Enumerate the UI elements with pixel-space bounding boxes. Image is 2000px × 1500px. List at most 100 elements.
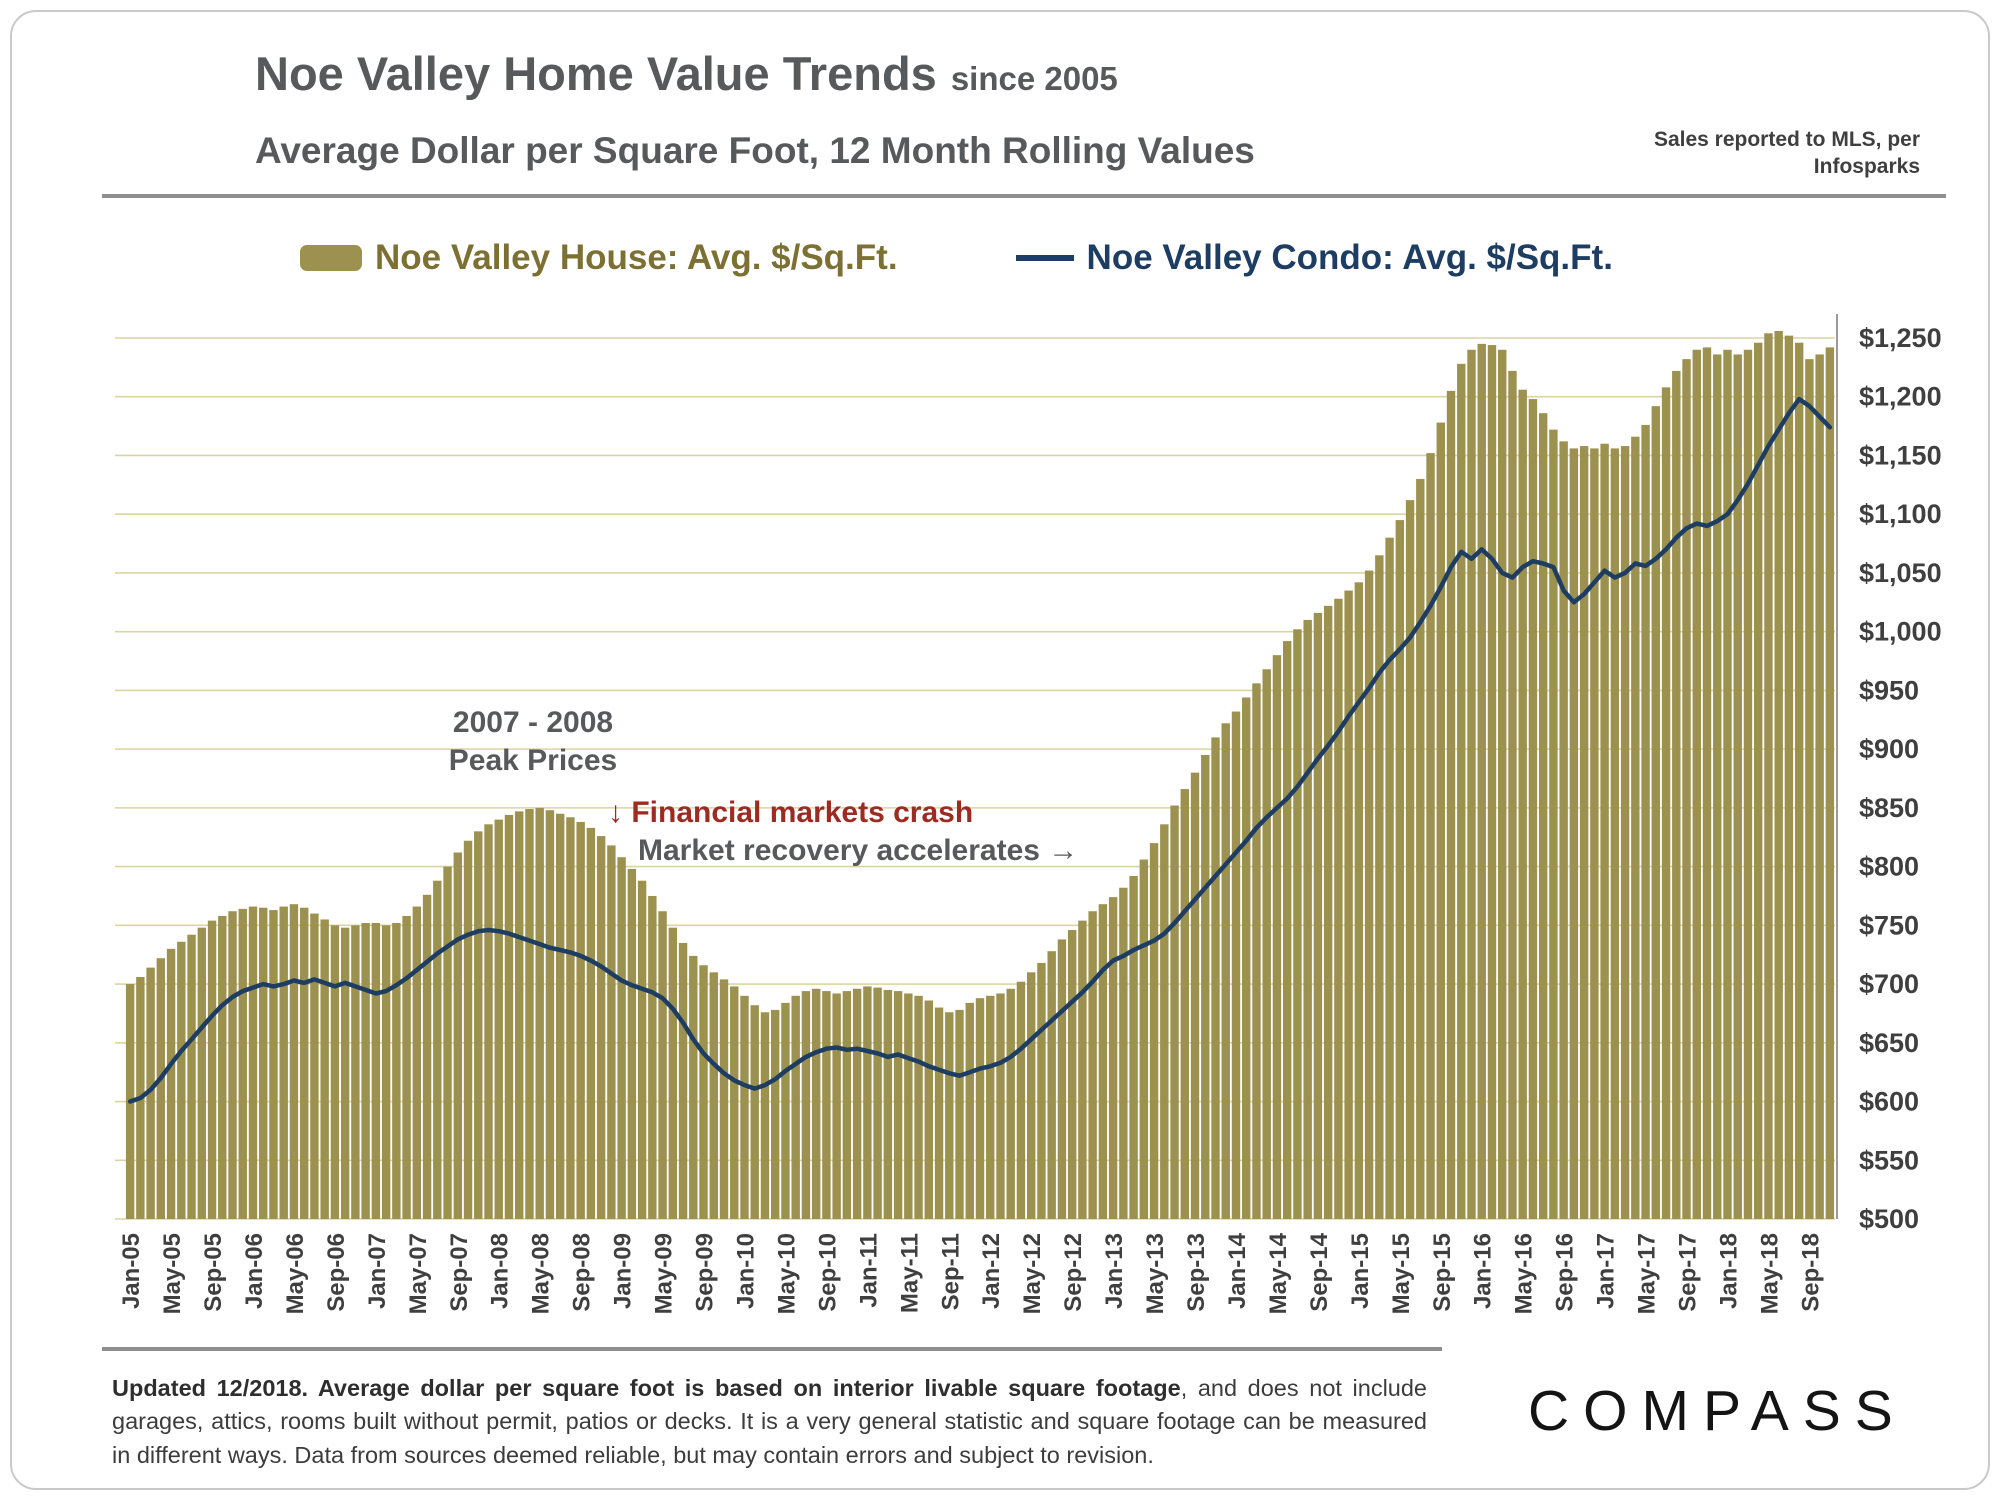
house-bar	[1457, 363, 1466, 1220]
y-axis-label: $1,150	[1859, 440, 1942, 470]
house-bar	[637, 880, 647, 1219]
chart-legend: Noe Valley House: Avg. $/Sq.Ft. Noe Vall…	[300, 238, 1613, 278]
house-bar	[1774, 330, 1783, 1219]
house-bar	[1190, 772, 1200, 1219]
house-bar	[1088, 911, 1097, 1219]
annotation-markets-crash: ↓ Financial markets crash	[608, 796, 974, 829]
legend-item-house: Noe Valley House: Avg. $/Sq.Ft.	[300, 238, 898, 278]
house-bar	[1334, 598, 1343, 1219]
y-axis-label: $850	[1859, 793, 1919, 823]
legend-house-label: Noe Valley House: Avg. $/Sq.Ft.	[375, 238, 898, 277]
house-bar	[494, 819, 503, 1219]
footer-divider	[102, 1347, 1442, 1351]
x-axis-label: Jan-10	[732, 1233, 759, 1309]
house-bar	[1078, 920, 1087, 1219]
house-bar	[1221, 723, 1230, 1219]
house-bar	[1661, 387, 1671, 1220]
house-bar	[279, 906, 288, 1219]
chart-area: $500 $550 $600 $650 $700 $750 $800 $850 $900 $950…	[90, 300, 1990, 1375]
house-bar	[955, 1009, 964, 1219]
house-bar	[289, 904, 299, 1219]
page-subtitle: Average Dollar per Square Foot, 12 Month…	[255, 130, 1255, 171]
x-axis-label: Sep-18	[1797, 1233, 1824, 1312]
house-bar	[1067, 930, 1077, 1219]
x-axis-label: Jan-16	[1470, 1233, 1497, 1309]
house-bar	[811, 988, 821, 1219]
page-title: Noe Valley Home Value Trends since 2005	[255, 46, 1118, 101]
house-bar	[760, 1012, 770, 1219]
house-bar	[699, 965, 708, 1219]
house-bar	[1620, 446, 1630, 1219]
x-axis-label: May-17	[1634, 1233, 1661, 1314]
y-axis-label: $750	[1859, 910, 1919, 940]
x-axis-label: Jan-07	[364, 1233, 391, 1309]
house-bar	[924, 1000, 933, 1219]
house-bar	[904, 993, 913, 1219]
house-bar	[1825, 347, 1835, 1219]
house-bar	[1016, 981, 1026, 1219]
house-bar	[730, 986, 739, 1219]
x-axis-label: Sep-10	[814, 1233, 841, 1312]
y-axis-label: $700	[1859, 969, 1919, 999]
house-bar	[248, 906, 258, 1219]
disclaimer-regular-text: , and does not include garages, attics, …	[112, 1375, 1427, 1468]
house-bar	[1364, 570, 1374, 1219]
house-bar	[1641, 424, 1650, 1219]
x-axis-label: Sep-06	[323, 1233, 350, 1312]
x-axis-label: May-07	[405, 1233, 432, 1314]
x-axis-label: Jan-13	[1101, 1233, 1128, 1309]
house-bar	[1385, 537, 1394, 1219]
house-bar	[1610, 448, 1620, 1219]
house-bar	[1293, 629, 1302, 1219]
house-bar	[883, 989, 893, 1219]
house-bar	[863, 986, 872, 1219]
house-bar	[433, 880, 442, 1219]
house-bar	[187, 934, 196, 1219]
house-bar	[1006, 988, 1015, 1219]
house-bar	[555, 813, 565, 1219]
x-axis-label: Sep-14	[1306, 1232, 1333, 1311]
house-bar	[299, 907, 309, 1219]
house-bar	[1487, 345, 1497, 1219]
house-bar	[1047, 951, 1056, 1219]
house-bar	[1498, 349, 1507, 1219]
house-bar	[1262, 669, 1271, 1219]
house-bar	[1344, 590, 1353, 1219]
house-bar	[914, 995, 923, 1219]
house-bar	[259, 907, 268, 1219]
house-bar	[1405, 500, 1415, 1220]
y-axis-label: $650	[1859, 1028, 1919, 1058]
y-axis-label: $950	[1859, 675, 1919, 705]
house-bar-swatch-icon	[300, 245, 362, 271]
compass-logo: COMPASS	[1528, 1379, 1907, 1443]
legend-condo-label: Noe Valley Condo: Avg. $/Sq.Ft.	[1086, 238, 1613, 277]
house-bar	[822, 991, 831, 1219]
x-axis-label: Sep-09	[692, 1233, 719, 1312]
house-bar	[1559, 441, 1568, 1219]
house-bar	[453, 852, 462, 1219]
x-axis-label: May-11	[896, 1233, 923, 1313]
house-bar	[709, 972, 718, 1219]
house-bar	[1426, 453, 1435, 1219]
y-axis-label: $1,100	[1859, 499, 1942, 529]
house-bar	[1139, 859, 1149, 1219]
house-bar	[1672, 370, 1681, 1219]
house-bar	[422, 894, 432, 1219]
x-axis-label: Sep-17	[1675, 1233, 1702, 1312]
house-bar	[381, 925, 391, 1219]
house-bar	[1467, 349, 1476, 1219]
x-axis-label: Jan-08	[487, 1233, 514, 1309]
x-axis-label: Jan-17	[1593, 1233, 1620, 1309]
house-bar	[975, 998, 985, 1219]
house-bar	[1692, 349, 1701, 1219]
home-value-chart: $500 $550 $600 $650 $700 $750 $800 $850 $900 $950…	[115, 314, 1942, 1314]
house-bar	[1723, 349, 1732, 1219]
footer-disclaimer: Updated 12/2018. Average dollar per squa…	[112, 1372, 1427, 1472]
x-axis-label: May-18	[1756, 1233, 1783, 1314]
y-axis-label: $800	[1859, 852, 1919, 882]
house-bar	[658, 911, 667, 1219]
house-bar	[238, 908, 247, 1219]
house-bar	[484, 824, 493, 1219]
house-bar	[607, 845, 616, 1219]
house-bar	[1446, 390, 1456, 1219]
